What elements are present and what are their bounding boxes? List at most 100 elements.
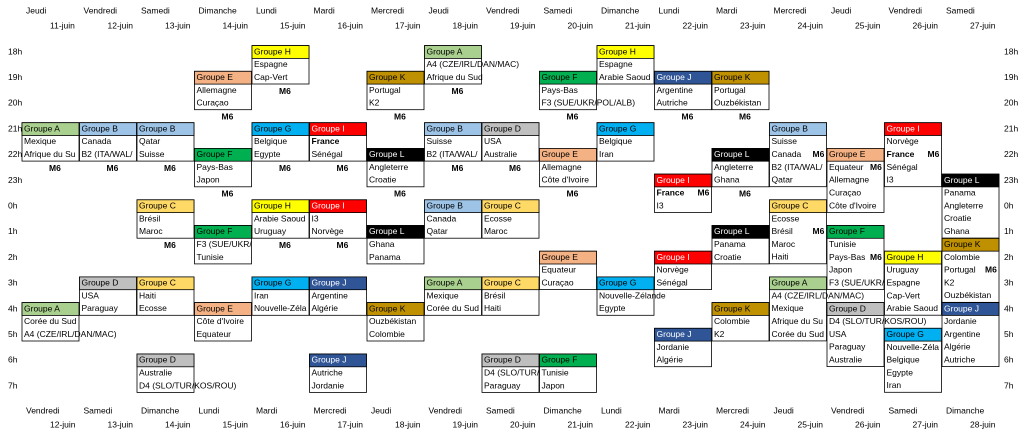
hour-label: 3h xyxy=(1004,278,1014,288)
team: Suisse xyxy=(139,149,165,159)
team: Ecosse xyxy=(484,213,512,223)
group-label: Groupe G xyxy=(599,278,636,288)
day-name: Mardi xyxy=(716,5,737,15)
day-date: 21-juin xyxy=(568,419,594,429)
hour-label: 1h xyxy=(1004,226,1014,236)
hour-label: 6h xyxy=(1004,355,1014,365)
day-date: 25-juin xyxy=(798,419,824,429)
group-label: Groupe D xyxy=(829,303,866,313)
team: Cap-Vert xyxy=(254,72,288,82)
broadcaster: M6 xyxy=(107,163,119,173)
team: Afrique du Su xyxy=(24,149,76,159)
broadcaster: M6 xyxy=(870,252,882,262)
broadcaster: M6 xyxy=(164,240,176,250)
team: Equateur xyxy=(829,162,864,172)
team: A4 (CZE/IRL/DAN/MAC) xyxy=(24,329,117,339)
group-label: Groupe E xyxy=(829,149,866,159)
team: Equateur xyxy=(197,329,232,339)
group-header xyxy=(366,70,425,85)
day-name: Dimanche xyxy=(141,405,180,415)
team: Nouvelle-Zélande xyxy=(599,290,666,300)
group-label: Groupe L xyxy=(944,175,980,185)
group-header xyxy=(309,199,367,214)
group-label: Groupe D xyxy=(139,355,176,365)
team: Australie xyxy=(139,367,172,377)
hour-label: 23h xyxy=(8,175,22,185)
team: Pays-Bas xyxy=(197,162,233,172)
group-label: Groupe J xyxy=(944,303,979,313)
group-label: Groupe L xyxy=(369,226,405,236)
day-date: 14-juin xyxy=(165,419,191,429)
team: Belgique xyxy=(599,136,632,146)
group-header xyxy=(884,250,942,265)
group-header xyxy=(251,122,310,136)
broadcaster: M6 xyxy=(222,112,234,122)
group-label: Groupe I xyxy=(657,252,690,262)
group-header xyxy=(194,225,252,239)
team: Japon xyxy=(829,265,852,275)
team: Paraguay xyxy=(82,303,119,313)
team: Norvège xyxy=(887,136,919,146)
team: D4 (SLO/TUR/KOS/ROU) xyxy=(139,380,236,390)
team: Canada xyxy=(427,213,457,223)
group-label: Groupe E xyxy=(197,72,234,82)
group-header xyxy=(366,147,425,162)
day-name: Vendredi xyxy=(889,5,923,15)
group-header xyxy=(136,122,195,136)
broadcaster: M6 xyxy=(813,226,825,236)
team: B2 (ITA/WAL/ xyxy=(82,149,134,159)
group-header xyxy=(481,199,540,214)
group-label: Groupe A xyxy=(427,278,463,288)
day-name: Lundi xyxy=(256,5,277,15)
group-label: Groupe G xyxy=(254,123,291,133)
group-label: Groupe H xyxy=(887,252,924,262)
broadcaster: M6 xyxy=(337,240,349,250)
hour-label: 1h xyxy=(8,226,18,236)
hour-label: 18h xyxy=(8,46,22,56)
hour-label: 20h xyxy=(8,98,22,108)
team: Allemagne xyxy=(829,175,869,185)
group-header xyxy=(826,225,885,239)
day-date: 18-juin xyxy=(453,20,479,30)
day-date: 26-juin xyxy=(855,419,881,429)
hour-label: 2h xyxy=(8,252,18,262)
group-label: Groupe L xyxy=(714,226,750,236)
group-label: Groupe D xyxy=(484,355,521,365)
group-label: Groupe A xyxy=(772,278,808,288)
team: Ecosse xyxy=(772,213,800,223)
team: USA xyxy=(829,329,847,339)
group-label: Groupe K xyxy=(714,72,751,82)
day-date: 27-juin xyxy=(913,419,939,429)
day-name: Vendredi xyxy=(486,5,520,15)
broadcaster: M6 xyxy=(452,86,464,96)
team: Corée du Sud xyxy=(24,316,77,326)
hour-label: 18h xyxy=(1004,46,1018,56)
team: K2 xyxy=(714,329,725,339)
day-name: Vendredi xyxy=(831,405,865,415)
day-name: Dimanche xyxy=(601,5,640,15)
team: Afrique du Su xyxy=(772,316,824,326)
day-name: Mercredi xyxy=(314,405,347,415)
group-header xyxy=(711,302,770,316)
day-date: 25-juin xyxy=(855,20,881,30)
group-header xyxy=(884,327,942,342)
group-label: Groupe J xyxy=(657,72,692,82)
team: Espagne xyxy=(887,277,921,287)
group-label: Groupe A xyxy=(24,123,60,133)
team: Angleterre xyxy=(714,162,753,172)
group-label: Groupe L xyxy=(714,149,750,159)
team: Arabie Saoud xyxy=(599,72,651,82)
group-header xyxy=(884,122,942,136)
group-header xyxy=(769,199,827,214)
day-date: 15-juin xyxy=(280,20,306,30)
team: Sénégal xyxy=(312,149,343,159)
group-header xyxy=(769,122,827,136)
team: Portugal xyxy=(714,85,746,95)
day-date: 18-juin xyxy=(395,419,421,429)
group-label: Groupe B xyxy=(139,123,176,133)
team: Ouzbékistan xyxy=(714,98,762,108)
group-header xyxy=(596,122,655,136)
group-header xyxy=(424,199,482,214)
broadcaster: M6 xyxy=(164,163,176,173)
